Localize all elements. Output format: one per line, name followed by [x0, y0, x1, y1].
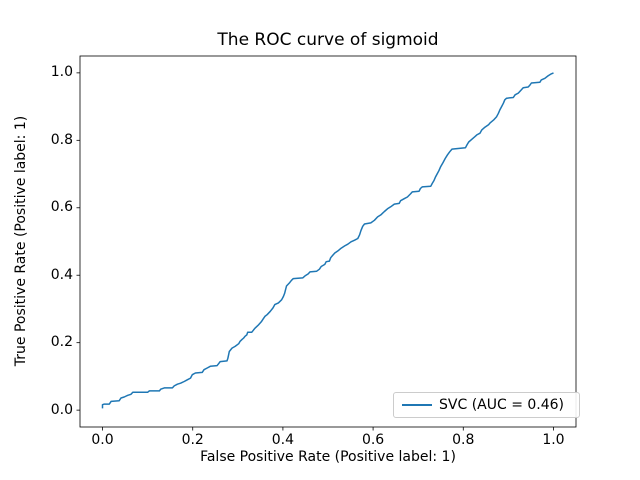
x-tick-label: 0.8	[452, 432, 475, 448]
x-tick-label: 1.0	[542, 432, 565, 448]
y-tick-label: 1.0	[50, 64, 73, 81]
y-tick-label: 0.6	[50, 199, 73, 216]
legend-line-sample	[402, 404, 432, 406]
y-axis-label: True Positive Rate (Positive label: 1)	[13, 115, 29, 367]
axes-border	[79, 55, 577, 428]
x-tick-label: 0.4	[271, 432, 295, 448]
chart-title: The ROC curve of sigmoid	[217, 30, 439, 50]
legend-label: SVC (AUC = 0.46)	[439, 397, 565, 413]
x-axis-label: False Positive Rate (Positive label: 1)	[200, 449, 456, 465]
y-tick-label: 0.4	[50, 266, 73, 283]
legend: SVC (AUC = 0.46)	[393, 392, 580, 418]
roc-curve-line	[101, 72, 554, 409]
x-tick-label: 0.6	[361, 432, 385, 448]
x-tick-label: 0.2	[181, 432, 204, 448]
y-tick-label: 0.2	[50, 334, 73, 351]
x-tick-label: 0.0	[91, 432, 114, 448]
y-tick-label: 0.8	[50, 131, 73, 148]
y-tick-label: 0.0	[50, 401, 73, 418]
